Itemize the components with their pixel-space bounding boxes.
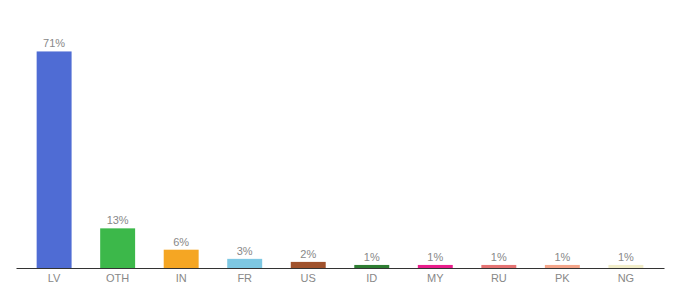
x-tick: PK — [555, 272, 570, 284]
x-tick-label: ID — [366, 272, 377, 284]
data-label: 13% — [107, 214, 129, 226]
x-tick-label: PK — [555, 272, 570, 284]
bar — [164, 250, 199, 268]
x-tick: FR — [237, 272, 252, 284]
x-tick-label: NG — [618, 272, 635, 284]
x-tick: IN — [176, 272, 187, 284]
bar — [227, 259, 262, 268]
x-tick-label: FR — [237, 272, 252, 284]
x-tick-label: MY — [427, 272, 444, 284]
bars — [37, 51, 644, 268]
bar — [545, 265, 580, 268]
data-label: 1% — [618, 251, 634, 263]
x-tick: NG — [618, 272, 635, 284]
bar — [354, 265, 389, 268]
x-tick: RU — [491, 272, 507, 284]
x-tick-label: US — [301, 272, 316, 284]
bar — [608, 265, 643, 268]
plot: 71% 13% 6% 3% 2% 1% 1% 1% 1% 1% LV OTH IN FR US ID MY RU P… — [17, 37, 665, 283]
data-label: 6% — [173, 236, 189, 248]
data-label: 3% — [237, 245, 253, 257]
x-axis-line — [17, 268, 665, 269]
x-tick-label: OTH — [106, 272, 129, 284]
x-tick: MY — [427, 272, 444, 284]
x-tick: LV — [48, 272, 61, 284]
bar — [291, 262, 326, 268]
data-labels: 71% 13% 6% 3% 2% 1% 1% 1% 1% 1% — [43, 37, 634, 263]
data-label: 1% — [427, 251, 443, 263]
x-tick: ID — [366, 272, 377, 284]
x-axis: LV OTH IN FR US ID MY RU PK NG — [17, 269, 665, 284]
bar — [100, 228, 135, 268]
x-tick: US — [301, 272, 316, 284]
data-label: 2% — [300, 248, 316, 260]
x-tick-label: IN — [176, 272, 187, 284]
x-tick-label: RU — [491, 272, 507, 284]
data-label: 1% — [491, 251, 507, 263]
chart: 71% 13% 6% 3% 2% 1% 1% 1% 1% 1% LV OTH IN FR US ID MY RU P… — [0, 0, 680, 300]
bar — [418, 265, 453, 268]
x-tick: OTH — [106, 272, 129, 284]
x-tick-label: LV — [48, 272, 61, 284]
data-label: 1% — [364, 251, 380, 263]
data-label: 71% — [43, 37, 65, 49]
bar — [481, 265, 516, 268]
bar — [37, 51, 72, 268]
data-label: 1% — [554, 251, 570, 263]
